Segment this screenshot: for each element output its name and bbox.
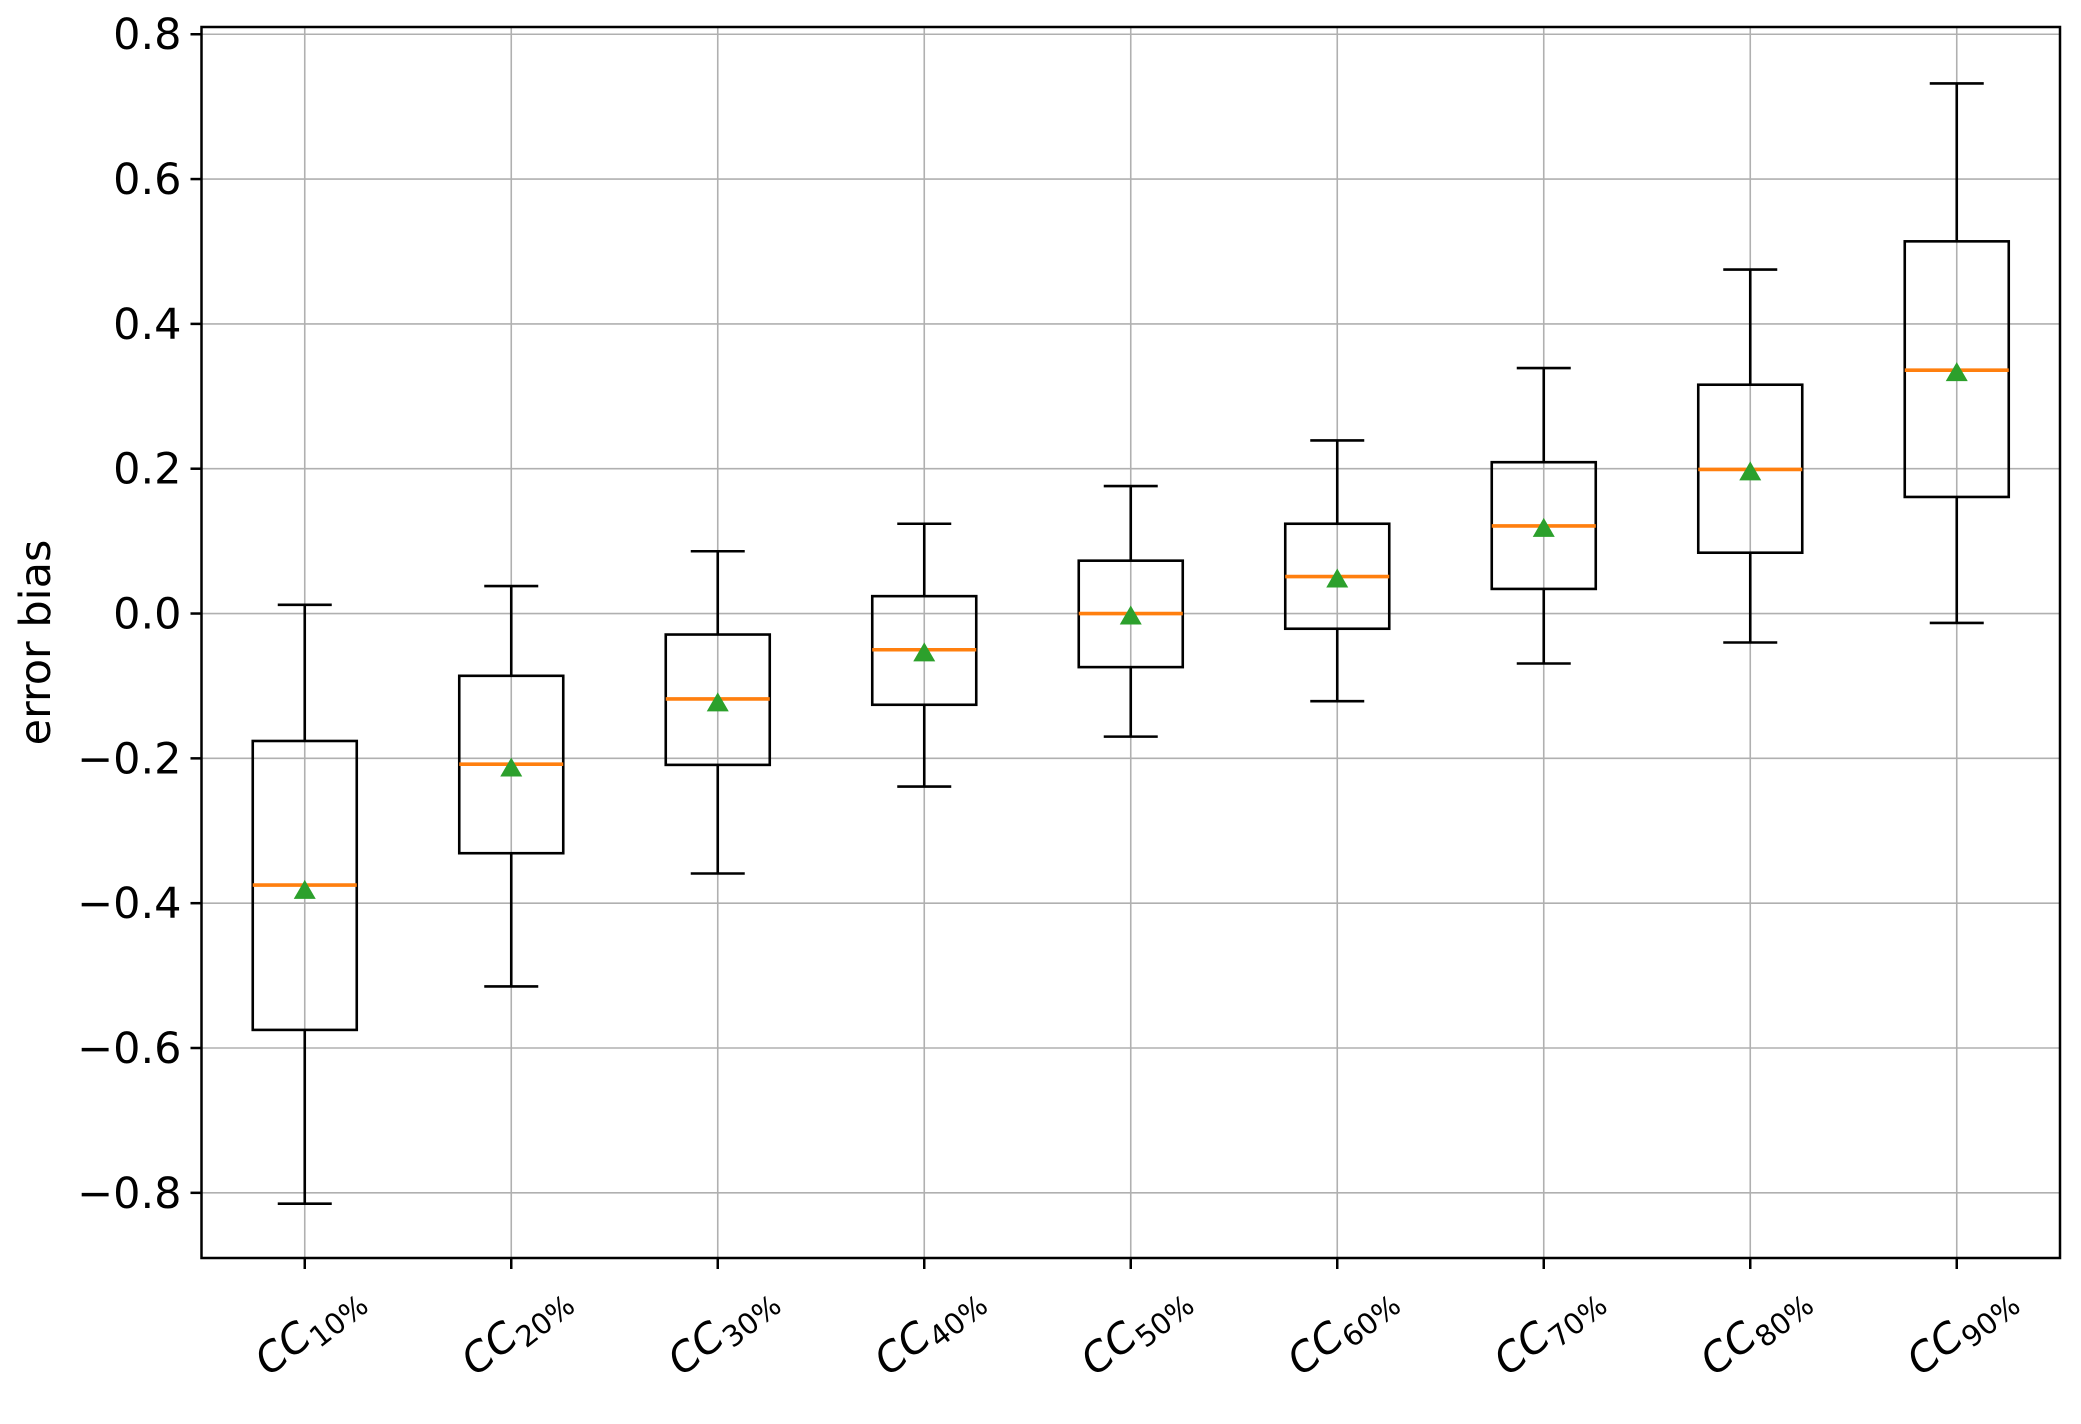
box-group: [1283, 439, 1391, 703]
y-tick-label: −0.6: [77, 1024, 181, 1074]
box-group: [1696, 268, 1804, 644]
box-group: [457, 584, 565, 988]
mean-marker-icon: [1119, 605, 1142, 625]
mean-marker-icon: [1326, 568, 1349, 588]
mean-marker-icon: [706, 692, 729, 712]
y-axis: 0.8 0.6 0.4 0.2 0.0 −0.2 −0.4 −0.6 −0.8: [77, 10, 202, 1219]
y-tick-label: 0.2: [113, 445, 181, 495]
mean-marker-icon: [1532, 517, 1555, 537]
y-tick-label: 0.8: [113, 10, 181, 60]
mean-marker-icon: [1945, 362, 1968, 382]
mean-marker-icon: [293, 879, 316, 899]
y-tick-label: −0.2: [77, 734, 181, 784]
y-tick-label: 0.6: [113, 155, 181, 205]
box-group: [1903, 82, 2011, 625]
y-axis-title: error bias: [11, 540, 61, 746]
y-tick-label: 0.0: [113, 590, 181, 640]
box-group: [1490, 366, 1598, 665]
y-tick-label: 0.4: [113, 300, 181, 350]
mean-marker-icon: [913, 642, 936, 662]
box-group: [664, 549, 772, 875]
y-tick-label: −0.8: [77, 1169, 181, 1219]
mean-marker-icon: [1739, 461, 1762, 481]
box-group: [1077, 484, 1185, 738]
box-group: [870, 522, 978, 788]
mean-marker-icon: [500, 757, 523, 777]
y-tick-label: −0.4: [77, 879, 181, 929]
box-group: [251, 603, 359, 1205]
